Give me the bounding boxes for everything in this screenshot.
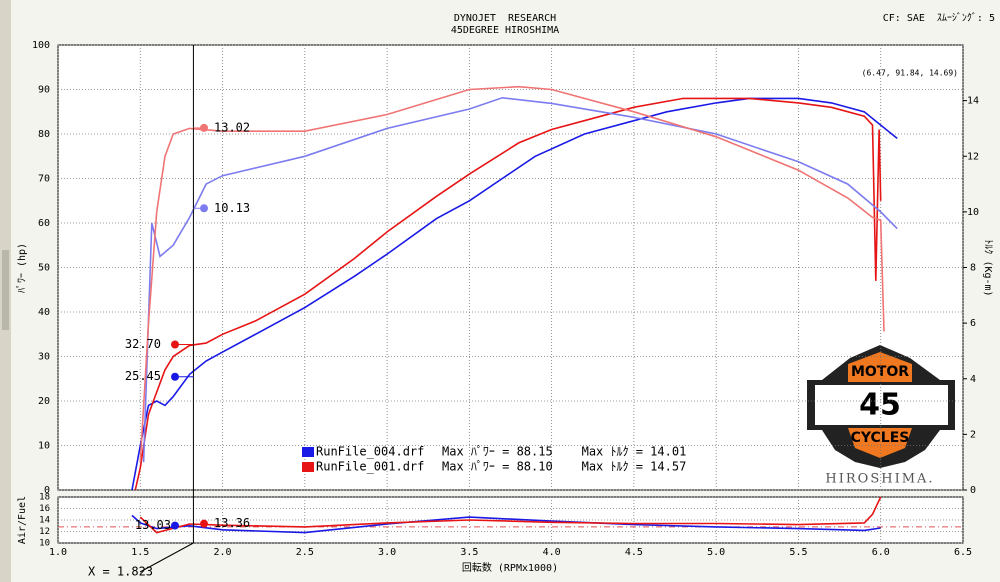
logo-bottom: CYCLES: [851, 430, 910, 446]
y2-tick-label: 8: [970, 263, 976, 274]
legend-text: Max ﾊﾟﾜｰ = 88.15 Max ﾄﾙｸ = 14.01: [442, 445, 686, 459]
legend-swatch: [302, 447, 314, 457]
x-tick-label: 2.0: [214, 547, 232, 558]
logo-brand: HIROSHIMA.: [825, 472, 934, 487]
y2-tick-label: 14: [967, 96, 979, 107]
y-tick-label: 40: [38, 307, 50, 318]
y-tick-label: 60: [38, 218, 50, 229]
legend-swatch: [302, 462, 314, 472]
y-tick-label: 80: [38, 129, 50, 140]
header-title: DYNOJET RESEARCH: [454, 13, 556, 24]
afr-plot: [57, 496, 964, 544]
cursor-leader: [139, 542, 194, 573]
y-tick-label: 10: [38, 441, 50, 452]
legend-name: RunFile_004.drf: [316, 445, 424, 459]
legend-name: RunFile_001.drf: [316, 460, 424, 474]
x-tick-label: 5.0: [707, 547, 725, 558]
logo-middle: 45: [859, 388, 901, 423]
y2-axis-title: ﾄﾙｸ (Kg-m): [982, 239, 994, 296]
y2-tick-label: 12: [967, 151, 979, 162]
cursor-label: X = 1.823: [88, 565, 153, 579]
readout-dot: [200, 123, 208, 132]
y2-tick-label: 0: [970, 485, 976, 496]
x-tick-label: 2.5: [296, 547, 314, 558]
y-tick-label: 0: [44, 485, 50, 496]
logo-top: MOTOR: [851, 364, 909, 380]
series-line: [142, 96, 898, 463]
readout-label: 13.36: [214, 516, 250, 530]
x-tick-label: 4.0: [543, 547, 561, 558]
x-tick-label: 3.5: [460, 547, 478, 558]
y2-tick-label: 4: [970, 374, 976, 385]
cf-setting: CF: SAE ｽﾑｰｼﾞﾝｸﾞ: 5: [883, 12, 995, 24]
readout-label: 13.03: [135, 518, 171, 532]
afr-tick-label: 10: [39, 539, 50, 549]
logo-top-band: [848, 352, 912, 382]
x-tick-label: 3.0: [378, 547, 396, 558]
y-tick-label: 30: [38, 352, 50, 363]
x-tick-label: 6.0: [872, 547, 890, 558]
x-tick-label: 1.5: [131, 547, 149, 558]
series-line: [131, 514, 881, 534]
logo: MOTOR 45 CYCLES HIROSHIMA.: [807, 345, 955, 487]
series-line: [134, 97, 882, 491]
x-axis-title: 回転数 (RPMx1000): [462, 561, 558, 574]
x-tick-label: 6.5: [954, 547, 972, 558]
readout-dot: [171, 372, 179, 381]
readout-label: 32.70: [125, 337, 161, 351]
readout-dot: [200, 519, 208, 528]
y2-tick-label: 2: [970, 429, 976, 440]
readout-label: 13.02: [214, 120, 250, 134]
x-tick-label: 5.5: [789, 547, 807, 558]
x-tick-label: 4.5: [625, 547, 643, 558]
readout-label: 25.45: [125, 369, 161, 383]
afr-tick-label: 12: [39, 527, 50, 537]
logo-bottom-band: [848, 428, 912, 458]
y-tick-label: 70: [38, 174, 50, 185]
afr-tick-label: 16: [39, 504, 50, 514]
cursor-coords: (6.47, 91.84, 14.69): [862, 69, 958, 78]
readout-dot: [171, 521, 179, 530]
y-tick-label: 100: [32, 40, 50, 51]
header-subtitle: 45DEGREE HIROSHIMA: [451, 25, 559, 36]
scroll-thumb[interactable]: [2, 250, 9, 330]
afr-tick-label: 18: [39, 493, 50, 503]
series-line: [131, 97, 898, 491]
x-tick-label: 1.0: [49, 547, 67, 558]
readout-dot: [200, 204, 208, 213]
y-tick-label: 50: [38, 263, 50, 274]
series-line: [139, 85, 885, 463]
afr-tick-label: 14: [39, 516, 50, 526]
series-line: [139, 496, 882, 534]
y-tick-label: 90: [38, 85, 50, 96]
y2-tick-label: 10: [967, 207, 979, 218]
y-axis-title: ﾊﾟﾜｰ (hp): [16, 243, 28, 293]
readout-label: 10.13: [214, 201, 250, 215]
y-tick-label: 20: [38, 396, 50, 407]
logo-center: [815, 385, 948, 425]
readout-dot: [171, 340, 179, 349]
legend-text: Max ﾊﾟﾜｰ = 88.10 Max ﾄﾙｸ = 14.57: [442, 460, 686, 474]
y2-tick-label: 6: [970, 318, 976, 329]
afr-axis-title: Air/Fuel: [17, 496, 28, 544]
